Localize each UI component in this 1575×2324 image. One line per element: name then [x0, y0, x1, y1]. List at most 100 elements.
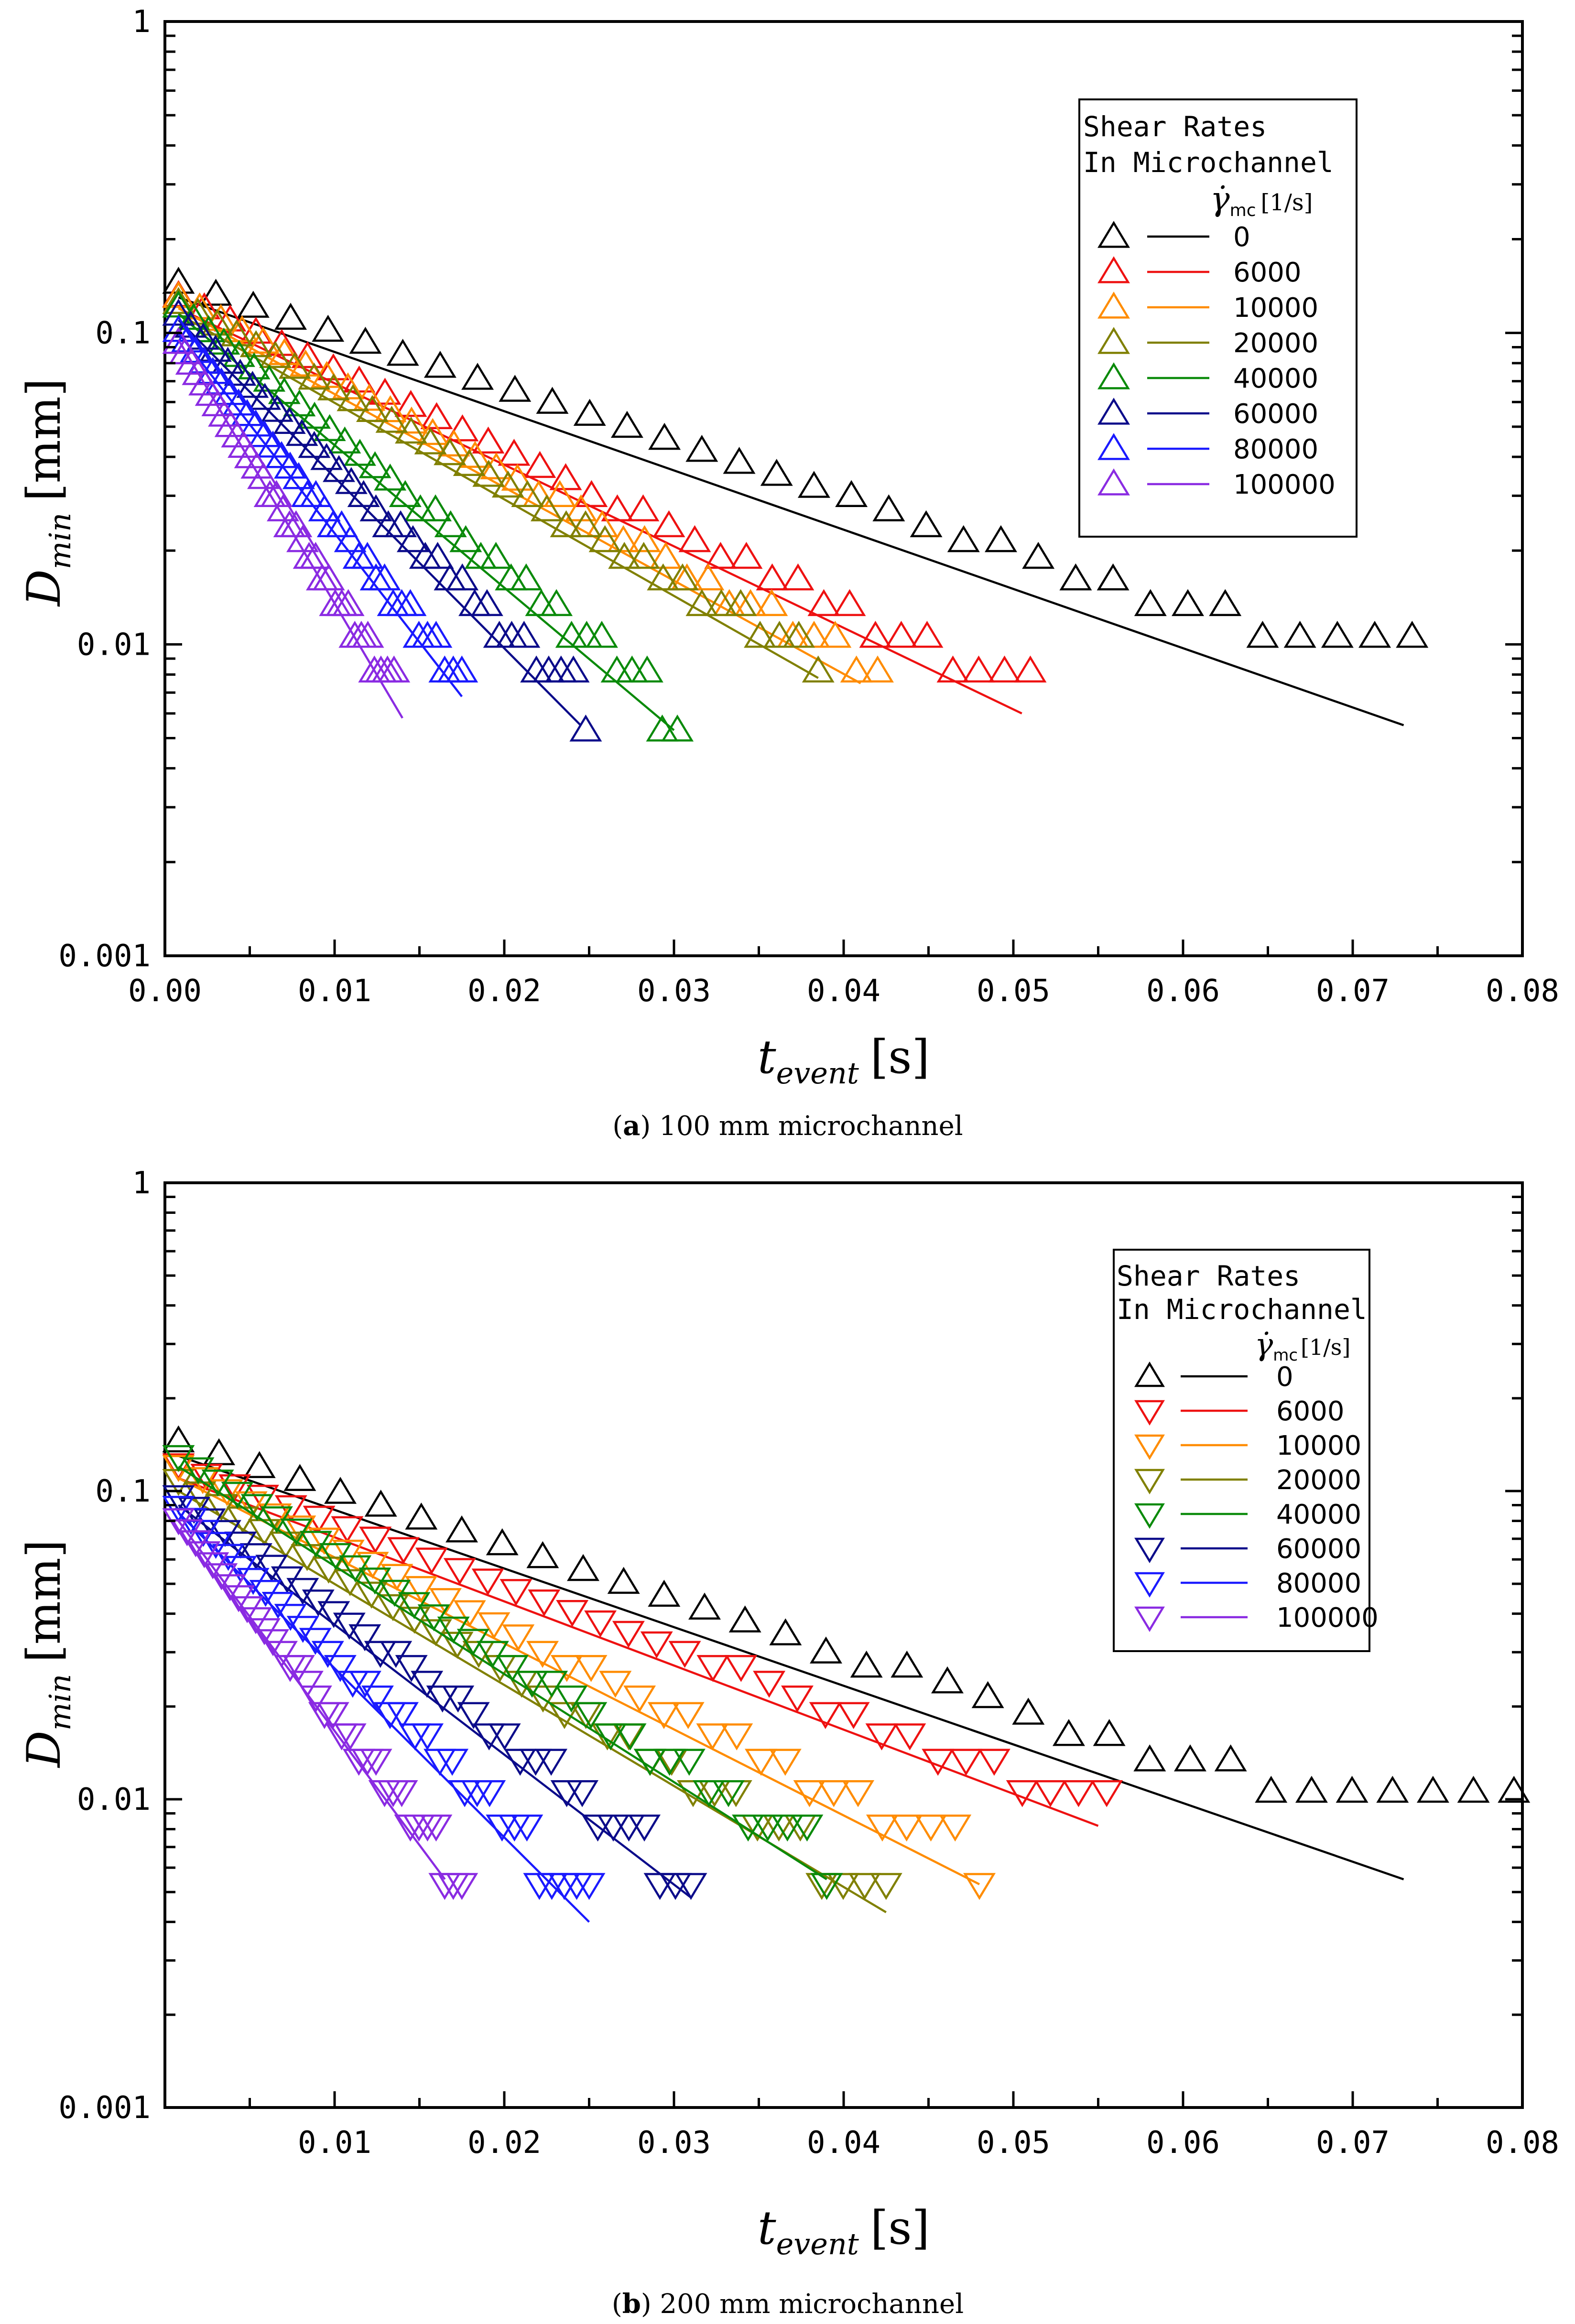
legend-label-40000: 40000 — [1233, 363, 1318, 394]
data-point-40000 — [673, 1749, 706, 1776]
data-point-10000 — [543, 480, 576, 508]
legend-marker-100000 — [1097, 468, 1130, 496]
legend-label-10000: 10000 — [1233, 292, 1318, 324]
data-point-6000 — [696, 1655, 729, 1682]
legend-marker-60000 — [1134, 1537, 1165, 1563]
series-40000 — [162, 290, 694, 742]
data-point-100000 — [420, 1814, 453, 1842]
data-point-6000 — [446, 414, 479, 442]
data-point-60000 — [674, 1873, 707, 1900]
data-point-20000 — [763, 620, 796, 648]
data-point-0 — [1214, 1744, 1247, 1772]
legend-marker-40000 — [1097, 362, 1130, 389]
data-point-40000 — [555, 1685, 588, 1713]
data-point-100000 — [299, 1685, 332, 1713]
series-40000 — [162, 1445, 843, 1900]
data-point-10000 — [416, 418, 449, 445]
data-point-6000 — [1062, 1780, 1095, 1807]
data-point-6000 — [704, 541, 737, 569]
x-tick-label: 0.08 — [1486, 973, 1559, 1009]
data-point-6000 — [1034, 1780, 1067, 1807]
fit-line-0 — [178, 296, 1404, 726]
data-point-10000 — [247, 326, 280, 354]
data-point-0 — [324, 1477, 357, 1504]
data-point-40000 — [313, 414, 346, 442]
data-point-40000 — [771, 1814, 804, 1842]
series-6000 — [162, 1453, 1123, 1827]
y-tick-label: 0.01 — [77, 627, 151, 662]
data-point-6000 — [859, 620, 892, 648]
data-point-40000 — [614, 1723, 647, 1751]
legend-label-80000: 80000 — [1276, 1568, 1361, 1599]
data-point-0 — [971, 1681, 1004, 1708]
data-point-0 — [610, 411, 643, 438]
data-point-80000 — [311, 1641, 344, 1668]
y-tick-label: 1 — [132, 1166, 151, 1201]
data-point-10000 — [502, 1624, 535, 1652]
legend-label-10000: 10000 — [1276, 1430, 1361, 1461]
data-point-10000 — [817, 1780, 850, 1807]
data-point-0 — [445, 1515, 478, 1543]
fit-line-40000 — [177, 313, 675, 731]
data-point-0 — [283, 1464, 316, 1491]
data-point-20000 — [869, 1873, 902, 1900]
data-point-10000 — [235, 1491, 268, 1519]
data-point-0 — [349, 326, 382, 354]
legend-label-20000: 20000 — [1233, 328, 1318, 359]
data-point-20000 — [453, 449, 486, 476]
data-point-6000 — [584, 1610, 617, 1638]
data-point-6000 — [443, 1558, 476, 1585]
data-point-10000 — [793, 1780, 826, 1807]
data-point-0 — [486, 1528, 519, 1556]
data-point-40000 — [449, 525, 482, 552]
data-point-6000 — [781, 1685, 814, 1713]
data-point-6000 — [962, 655, 995, 683]
legend-marker-20000 — [1134, 1469, 1165, 1494]
data-point-6000 — [1014, 655, 1047, 683]
data-point-10000 — [575, 1655, 608, 1682]
data-point-20000 — [588, 525, 621, 552]
data-point-0 — [1052, 1719, 1085, 1746]
data-point-0 — [499, 375, 532, 402]
data-point-0 — [1376, 1775, 1409, 1803]
data-point-20000 — [666, 563, 699, 591]
data-point-60000 — [421, 541, 454, 569]
data-point-100000 — [312, 563, 345, 591]
data-point-6000 — [601, 494, 634, 521]
fit-line-0 — [178, 1455, 1404, 1881]
data-point-6000 — [627, 494, 660, 521]
data-point-60000 — [249, 383, 282, 410]
data-point-80000 — [445, 655, 478, 683]
data-point-10000 — [649, 541, 682, 569]
data-point-0 — [648, 1579, 681, 1607]
data-point-40000 — [328, 426, 361, 454]
data-point-60000 — [261, 395, 293, 422]
legend-marker-0 — [1097, 221, 1130, 248]
x-tick-label: 0.04 — [807, 2125, 880, 2161]
data-point-0 — [424, 351, 456, 378]
data-point-10000 — [289, 349, 322, 377]
data-point-60000 — [457, 1702, 490, 1729]
legend-label-6000: 6000 — [1233, 257, 1302, 288]
data-point-6000 — [471, 1568, 504, 1596]
data-point-6000 — [415, 1547, 448, 1575]
data-point-6000 — [936, 655, 969, 683]
data-point-6000 — [885, 620, 918, 648]
data-point-40000 — [479, 541, 512, 569]
data-point-60000 — [504, 1749, 537, 1776]
data-point-10000 — [226, 315, 259, 343]
data-point-6000 — [730, 541, 763, 569]
data-point-6000 — [556, 1600, 589, 1627]
data-point-0 — [685, 434, 718, 462]
data-point-40000 — [298, 401, 331, 429]
data-point-60000 — [310, 443, 343, 470]
data-point-10000 — [480, 452, 513, 479]
data-point-60000 — [323, 455, 356, 482]
legend-unit-label: γ̇mc [1/s] — [1210, 181, 1313, 220]
data-point-40000 — [575, 1702, 608, 1729]
data-point-60000 — [359, 494, 392, 521]
data-point-10000 — [478, 1612, 511, 1640]
data-point-100000 — [286, 525, 319, 552]
x-tick-label: 0.06 — [1146, 973, 1220, 1009]
data-point-0 — [405, 1502, 438, 1530]
